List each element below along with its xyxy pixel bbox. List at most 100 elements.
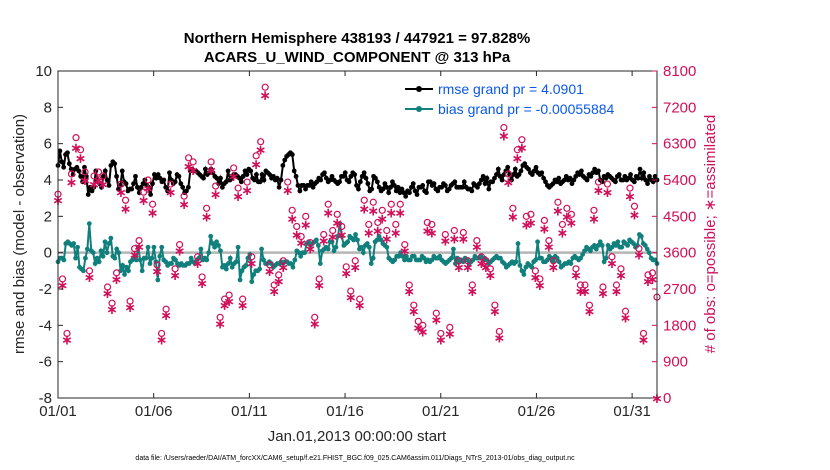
obs_possible-point xyxy=(189,158,197,166)
rmse-point xyxy=(526,166,531,172)
bias-point xyxy=(317,261,323,266)
rmse-point xyxy=(153,175,159,181)
obs_possible-point xyxy=(540,216,549,225)
obs_assimilated-point: ∗ xyxy=(111,272,123,288)
rmse-point xyxy=(225,168,231,174)
rmse-point xyxy=(219,184,225,190)
obs_possible-point xyxy=(468,281,476,289)
obs_assimilated-point: ∗ xyxy=(615,268,627,284)
rmse-point xyxy=(562,177,567,183)
bias-point xyxy=(137,257,143,263)
rmse-point xyxy=(414,192,420,197)
y-right-tick-label: 900 xyxy=(663,354,688,371)
bias-point xyxy=(208,233,214,239)
obs_possible-point xyxy=(139,188,148,196)
bias-point xyxy=(296,250,302,256)
rmse-point xyxy=(484,175,490,181)
obs_assimilated-point: ∗ xyxy=(250,157,262,173)
rmse-point xyxy=(588,173,594,179)
obs_possible-point xyxy=(572,265,580,273)
bias-point xyxy=(83,255,88,261)
bias-point xyxy=(210,241,216,246)
x-tick-label: 01/26 xyxy=(518,403,556,420)
rmse-point xyxy=(516,172,522,177)
rmse-point xyxy=(522,161,528,167)
y-left-tick-label: -6 xyxy=(39,354,52,371)
rmse-point xyxy=(165,188,170,194)
rmse-point xyxy=(424,190,429,196)
obs_assimilated-point: ∗ xyxy=(183,159,195,175)
bias-point xyxy=(619,244,625,250)
rmse-point xyxy=(244,172,250,177)
bias-point xyxy=(73,255,79,261)
rmse-point xyxy=(133,173,138,179)
x-tick-label: 01/11 xyxy=(231,403,267,420)
obs_assimilated-point: ∗ xyxy=(196,276,208,292)
obs_possible-point xyxy=(581,281,589,289)
obs_assimilated-point: ∗ xyxy=(390,225,402,241)
x-tick-label: 01/06 xyxy=(135,403,173,420)
rmse-point xyxy=(116,186,121,192)
rmse-point xyxy=(261,177,267,183)
rmse-point xyxy=(596,168,601,174)
bias-point xyxy=(366,244,372,250)
obs_assimilated-point: ∗ xyxy=(642,274,654,290)
bias-point xyxy=(429,257,435,263)
y-left-tick-label: 4 xyxy=(44,172,52,189)
rmse-point xyxy=(442,183,448,188)
rmse-point xyxy=(148,192,153,197)
rmse-point xyxy=(531,168,537,174)
bias-point xyxy=(333,244,339,250)
obs_possible-point xyxy=(563,204,571,212)
rmse-point xyxy=(257,179,263,185)
obs_assimilated-point: ∗ xyxy=(327,230,339,246)
obs_possible-point xyxy=(157,329,166,338)
obs_assimilated-point: ∗ xyxy=(322,205,334,221)
obs_possible-point xyxy=(423,218,431,227)
obs_assimilated-point: ∗ xyxy=(174,244,186,260)
rmse-point xyxy=(102,168,108,174)
obs_assimilated-point: ∗ xyxy=(259,88,271,104)
bias-point xyxy=(61,257,67,263)
obs_possible-point xyxy=(410,301,418,309)
obs_possible-point xyxy=(198,273,206,281)
rmse-point xyxy=(490,179,496,185)
bias-point xyxy=(71,241,77,246)
rmse-point xyxy=(652,173,658,179)
obs_assimilated-point: ∗ xyxy=(75,151,87,167)
obs_possible-point xyxy=(419,321,427,329)
bias-point xyxy=(519,268,525,274)
obs_assimilated-point: ∗ xyxy=(403,284,415,300)
rmse-point xyxy=(388,184,393,190)
rmse-point xyxy=(352,172,358,177)
y-left-tick-label: 6 xyxy=(44,136,52,153)
obs_assimilated-point: ∗ xyxy=(331,215,343,231)
bias-point xyxy=(315,243,321,248)
rmse-point xyxy=(412,188,418,194)
rmse-point xyxy=(276,184,282,190)
bias-point xyxy=(94,255,100,261)
obs_assimilated-point: ∗ xyxy=(579,284,591,300)
bias-point xyxy=(100,253,106,259)
obs_assimilated-point: ∗ xyxy=(169,268,181,284)
rmse-point xyxy=(616,172,622,177)
obs_possible-point xyxy=(509,204,517,212)
rmse-point xyxy=(650,179,656,185)
bias-point xyxy=(96,259,102,265)
obs_assimilated-point: ∗ xyxy=(633,248,645,264)
bias-point xyxy=(644,246,650,252)
obs_possible-point xyxy=(401,241,409,249)
obs_assimilated-point: ∗ xyxy=(489,304,501,320)
obs_assimilated-point: ∗ xyxy=(160,308,172,324)
obs_possible-point xyxy=(567,210,576,218)
bias-point xyxy=(120,262,125,268)
y-left-tick-label: 0 xyxy=(44,245,52,262)
obs_assimilated-point: ∗ xyxy=(228,169,240,185)
rmse-point xyxy=(327,177,333,183)
obs_assimilated-point: ∗ xyxy=(57,278,69,294)
obs_assimilated-point: ∗ xyxy=(638,332,650,348)
rmse-point xyxy=(363,175,369,181)
rmse-point xyxy=(112,161,118,167)
bias-point xyxy=(605,243,611,248)
bias-point xyxy=(335,233,341,239)
